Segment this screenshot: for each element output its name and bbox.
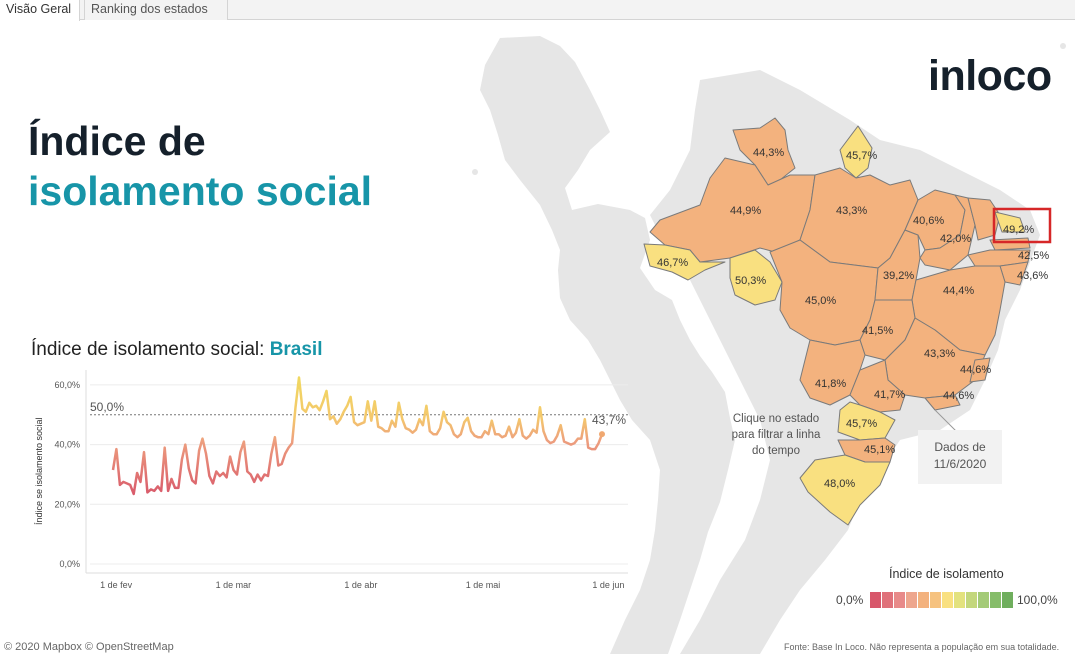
last-data-point[interactable] <box>599 431 605 438</box>
state-value-label: 44,4% <box>943 285 975 297</box>
y-tick-label: 40,0% <box>54 440 80 450</box>
state-rj[interactable] <box>924 394 961 411</box>
last-value-label: 43,7% <box>592 413 626 427</box>
tab-visao-geral[interactable]: Visão Geral <box>0 0 80 21</box>
x-tick-label: 1 de fev <box>100 580 133 590</box>
y-tick-label: 20,0% <box>54 499 80 509</box>
state-es[interactable] <box>969 357 991 383</box>
page-title-line2: isolamento social <box>28 168 373 214</box>
map-island <box>1060 43 1066 49</box>
state-rn[interactable] <box>994 211 1026 233</box>
state-value-label: 44,6% <box>943 390 975 402</box>
state-value-label: 46,7% <box>657 257 689 269</box>
state-sp[interactable] <box>849 359 906 413</box>
legend-swatch <box>930 592 942 608</box>
y-axis-title: Índice se isolamento social <box>34 417 44 525</box>
state-value-label: 45,1% <box>864 444 896 456</box>
state-value-label: 44,6% <box>960 364 992 376</box>
state-value-label: 49,2% <box>1003 224 1035 236</box>
legend-swatch <box>954 592 966 608</box>
state-value-label: 50,3% <box>735 275 767 287</box>
legend-max-label: 100,0% <box>1017 593 1058 607</box>
chart-title-prefix: Índice de isolamento social: <box>31 339 270 360</box>
isolation-line-chart[interactable]: Índice se isolamento social 0,0% 20,0% 40,… <box>30 370 630 595</box>
state-value-label: 45,0% <box>805 295 837 307</box>
state-value-label: 44,3% <box>753 147 785 159</box>
state-rs[interactable] <box>799 454 891 526</box>
state-value-label: 41,5% <box>862 325 894 337</box>
state-value-label: 41,8% <box>815 378 847 390</box>
legend-swatch <box>918 592 930 608</box>
state-value-label: 42,5% <box>1018 250 1050 262</box>
y-tick-label: 60,0% <box>54 380 80 390</box>
state-value-label: 42,0% <box>940 233 972 245</box>
series-line-brasil[interactable] <box>111 376 604 496</box>
state-pr[interactable] <box>837 401 896 441</box>
state-value-label: 43,3% <box>836 205 868 217</box>
state-ap[interactable] <box>839 125 873 179</box>
legend-swatch <box>882 592 894 608</box>
state-value-label: 44,9% <box>730 205 762 217</box>
legend-swatch <box>978 592 990 608</box>
state-value-label: 39,2% <box>883 270 915 282</box>
map-attribution[interactable]: © 2020 Mapbox © OpenStreetMap <box>4 641 174 653</box>
x-tick-label: 1 de jun <box>592 580 624 590</box>
state-value-label: 40,6% <box>913 215 945 227</box>
state-ro[interactable] <box>729 249 783 306</box>
chart-title: Índice de isolamento social: Brasil <box>31 339 323 361</box>
legend-title: Índice de isolamento <box>889 567 1004 581</box>
tab-bar: Visão Geral Ranking dos estados <box>0 0 1075 21</box>
legend-min-label: 0,0% <box>836 593 864 607</box>
state-value-label: 48,0% <box>824 478 856 490</box>
state-value-label: 43,6% <box>1017 270 1049 282</box>
state-ac[interactable] <box>643 243 726 281</box>
state-value-label: 45,7% <box>846 418 878 430</box>
x-tick-label: 1 de mar <box>216 580 252 590</box>
state-rr[interactable] <box>732 117 796 186</box>
legend-swatch <box>990 592 1002 608</box>
map-island <box>472 169 478 175</box>
state-pb[interactable] <box>989 237 1031 251</box>
state-value-label: 45,7% <box>846 150 878 162</box>
map-background[interactable] <box>0 21 1075 654</box>
legend-swatch <box>1002 592 1014 608</box>
legend-color-scale <box>870 592 1014 608</box>
state-value-label: 41,7% <box>874 389 906 401</box>
y-tick-label: 0,0% <box>59 559 80 569</box>
x-tick-label: 1 de mai <box>466 580 501 590</box>
chart-title-highlight: Brasil <box>269 339 323 360</box>
state-value-label: 43,3% <box>924 348 956 360</box>
x-tick-label: 1 de abr <box>344 580 377 590</box>
legend-swatch <box>966 592 978 608</box>
legend-swatch <box>894 592 906 608</box>
page-title-line1: Índice de <box>28 118 206 164</box>
map-hint-text: Clique no estado para filtrar a linha do… <box>731 413 821 457</box>
reference-line-label: 50,0% <box>90 400 124 414</box>
legend-swatch <box>870 592 882 608</box>
continent-land <box>480 36 735 654</box>
legend-swatch <box>942 592 954 608</box>
source-note: Fonte: Base In Loco. Não representa a po… <box>784 642 1060 652</box>
legend-swatch <box>906 592 918 608</box>
inloco-logo: inloco <box>928 52 1052 100</box>
selected-state-box[interactable] <box>992 207 1052 244</box>
tab-ranking-dos-estados[interactable]: Ranking dos estados <box>84 0 228 20</box>
data-date-note: Dados de 11/6/2020 <box>918 430 1002 484</box>
